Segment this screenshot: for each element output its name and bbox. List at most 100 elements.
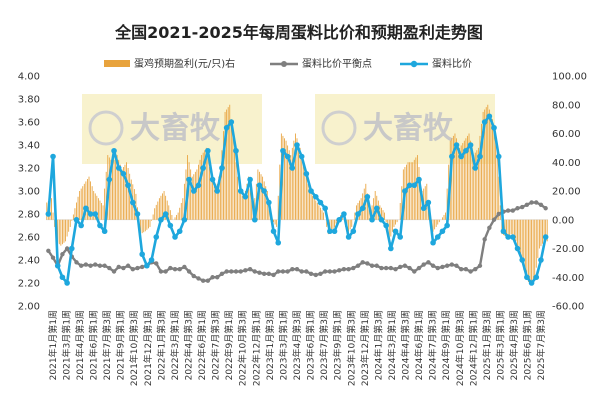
x-tick-label: 2025年4月第3周 [508, 310, 520, 380]
profit-bar [143, 219, 145, 233]
ratio-point [453, 142, 460, 148]
right-tick-label: 0.00 [552, 215, 574, 226]
ratio-point [111, 147, 117, 154]
balance-point [402, 263, 408, 268]
balance-point [496, 211, 501, 217]
ratio-point [205, 147, 211, 154]
profit-bar [97, 198, 99, 220]
right-tick-label: 60.00 [552, 129, 581, 140]
ratio-point [97, 222, 103, 229]
ratio-point [223, 124, 230, 131]
profit-bar [52, 212, 54, 220]
ratio-point [54, 262, 61, 269]
ratio-point [92, 211, 99, 217]
x-tick-label: 2023年1月第3周 [264, 310, 276, 380]
balance-point [238, 269, 243, 274]
profit-bar [124, 164, 126, 220]
ratio-point [434, 234, 441, 240]
left-tick-label: 2.40 [18, 256, 40, 267]
profit-bar [293, 140, 295, 220]
profit-bar [384, 212, 386, 220]
profit-bar [470, 140, 472, 220]
profit-bar [202, 152, 204, 220]
profit-bar [543, 219, 545, 242]
profit-bar [61, 219, 63, 245]
profit-bar [410, 162, 412, 220]
profit-bar [221, 150, 223, 220]
profit-bar [509, 219, 511, 236]
profit-bar [51, 198, 52, 220]
profit-bar [171, 214, 173, 220]
balance-point [60, 252, 65, 257]
ratio-point [139, 251, 145, 258]
profit-bar [112, 162, 113, 220]
profit-bar [204, 150, 206, 220]
ratio-point [458, 153, 465, 160]
profit-bar [60, 219, 62, 246]
ratio-point [317, 199, 324, 206]
watermark-logo-icon [321, 110, 357, 146]
x-tick-label: 2023年7月第3周 [318, 310, 330, 380]
balance-point [215, 275, 220, 280]
ratio-point [505, 234, 511, 240]
profit-bar [492, 119, 493, 220]
profit-bar [116, 155, 118, 220]
right-tick-label: -60.00 [552, 302, 584, 313]
x-tick-label: 2021年4月第3周 [74, 310, 86, 380]
profit-bar [460, 145, 462, 220]
ratio-point [495, 153, 502, 160]
profit-bar [301, 155, 303, 220]
ratio-point [528, 280, 535, 286]
ratio-point [45, 211, 52, 217]
balance-point [444, 263, 450, 268]
balance-point [379, 265, 384, 271]
balance-point [341, 267, 347, 272]
ratio-point [322, 205, 328, 212]
profit-bar [468, 133, 470, 220]
ratio-point [486, 113, 493, 120]
ratio-point [275, 239, 282, 246]
ratio-point [294, 142, 300, 148]
profit-bar [482, 111, 484, 220]
profit-bar [285, 140, 287, 220]
profit-bar [240, 193, 242, 220]
ratio-point [308, 188, 314, 194]
balance-point [304, 269, 309, 274]
profit-bar [266, 191, 268, 220]
balance-point [337, 268, 342, 273]
profit-bar [148, 219, 149, 229]
profit-bar [471, 147, 473, 220]
profit-bar [69, 219, 71, 227]
profit-bar [74, 208, 76, 220]
balance-point [154, 261, 159, 266]
profit-bar [241, 195, 243, 220]
profit-bar [316, 202, 318, 220]
balance-point [266, 271, 272, 276]
balance-point [107, 265, 112, 271]
profit-bar [390, 219, 392, 237]
profit-bar [166, 200, 168, 220]
left-tick-label: 3.40 [18, 141, 40, 152]
profit-bar [496, 147, 498, 220]
profit-bar [83, 183, 85, 220]
ratio-point [481, 119, 488, 125]
profit-bar [146, 219, 148, 230]
ratio-point [463, 147, 469, 154]
ratio-point [280, 147, 286, 154]
watermark-text: 大畜牧 [363, 111, 454, 146]
profit-bar [309, 191, 310, 220]
profit-bar [528, 219, 529, 283]
ratio-point [388, 245, 394, 252]
balance-point [74, 260, 79, 265]
x-tick-label: 2021年12月第1周 [142, 310, 154, 386]
profit-bar [223, 131, 224, 220]
right-axis: -60.00 -40.00 -20.00 0.00 20.00 40.00 60.00 80.… [552, 72, 587, 313]
profit-bar [348, 219, 350, 232]
profit-bar [330, 219, 332, 233]
balance-point [93, 262, 98, 267]
ratio-point [416, 176, 422, 183]
balance-point [200, 278, 206, 283]
left-tick-label: 3.80 [18, 95, 40, 106]
profit-bar [262, 176, 264, 220]
balance-point [524, 202, 530, 207]
